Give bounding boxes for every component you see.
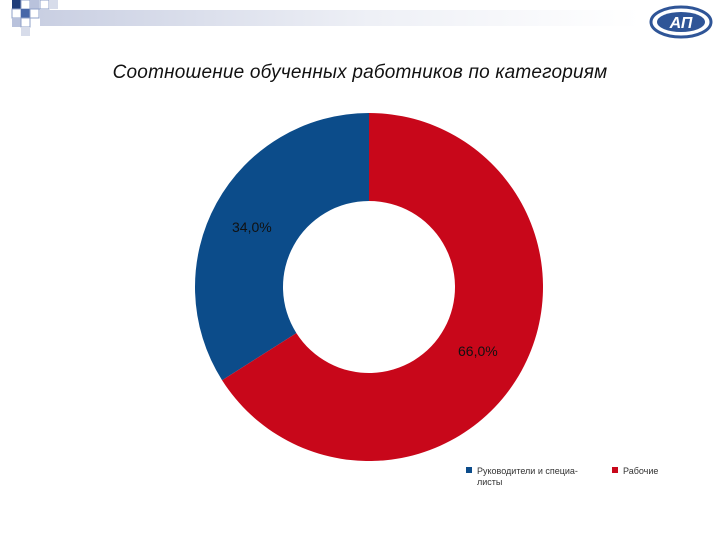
donut-slice-1 — [194, 113, 369, 381]
legend-label: листы — [477, 477, 503, 487]
donut-slice-2 — [222, 113, 543, 461]
legend-item-2: Рабочие — [612, 466, 658, 477]
data-label-1: 34,0% — [232, 219, 272, 235]
logo-icon: АП — [649, 5, 713, 39]
chart-title: Соотношение обученных работников по кате… — [112, 62, 608, 83]
legend-swatch — [466, 467, 472, 473]
header-bar: АП — [11, 0, 713, 39]
header-squares — [11, 0, 58, 36]
legend-label: Руководители и специа- — [477, 466, 578, 476]
data-label-2: 66,0% — [458, 343, 498, 359]
legend-item-1: Руководители и специа-листы — [466, 466, 578, 488]
legend-label: Рабочие — [623, 466, 659, 476]
legend-swatch — [612, 467, 618, 473]
logo-text: АП — [669, 15, 693, 32]
